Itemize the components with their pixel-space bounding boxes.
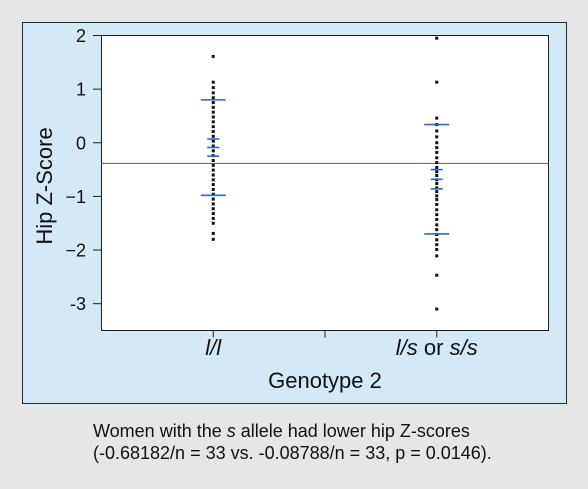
- y-tick-label: −2: [65, 241, 86, 261]
- data-point: [435, 150, 439, 154]
- x-axis: l/l l/s or s/s: [205, 330, 478, 360]
- data-point: [211, 105, 215, 109]
- data-point: [211, 139, 215, 143]
- data-point: [211, 212, 215, 216]
- y-tick-label: −1: [65, 187, 86, 207]
- data-point: [435, 248, 439, 252]
- y-axis-label: Hip Z-Score: [32, 127, 57, 244]
- data-point: [211, 130, 215, 134]
- data-point: [435, 243, 439, 247]
- data-point: [211, 54, 215, 58]
- data-point: [211, 231, 215, 235]
- data-point: [211, 178, 215, 182]
- plot-area: [101, 35, 549, 331]
- data-point: [211, 168, 215, 172]
- data-point: [435, 182, 439, 186]
- data-point: [211, 144, 215, 148]
- data-point: [211, 158, 215, 162]
- data-point: [211, 163, 215, 167]
- caption-line-2: (-0.68182/n = 33 vs. -0.08788/n = 33, p …: [93, 443, 492, 463]
- category-label-part: or: [424, 335, 444, 360]
- data-point: [435, 36, 439, 40]
- data-point: [435, 194, 439, 198]
- y-axis: 2 1 0 −1 −2 -3: [65, 26, 102, 314]
- category-label-part: l/l: [205, 335, 222, 360]
- data-point: [211, 110, 215, 114]
- data-point: [435, 238, 439, 242]
- data-point: [211, 134, 215, 138]
- data-point: [435, 273, 439, 277]
- data-point: [435, 135, 439, 139]
- data-point: [435, 186, 439, 190]
- category-label-part: l/s: [396, 335, 418, 360]
- data-point: [211, 149, 215, 153]
- category-label-part: s/s: [450, 335, 478, 360]
- data-point: [211, 237, 215, 241]
- caption-allele-italic: s: [226, 421, 236, 441]
- figure-caption: Women with the s allele had lower hip Z-…: [93, 420, 573, 464]
- data-point: [211, 115, 215, 119]
- y-tick-label: 0: [76, 133, 86, 153]
- data-point: [211, 207, 215, 211]
- caption-line-1: Women with the s allele had lower hip Z-…: [93, 420, 573, 442]
- data-point: [211, 183, 215, 187]
- data-point: [435, 141, 439, 145]
- x-category-label: l/l: [205, 335, 222, 360]
- data-point: [435, 254, 439, 258]
- summary-lines-layer: [200, 99, 450, 235]
- data-point: [435, 173, 439, 177]
- data-point: [211, 86, 215, 90]
- data-point: [211, 192, 215, 196]
- data-point: [211, 91, 215, 95]
- data-point: [435, 156, 439, 160]
- data-point: [435, 208, 439, 212]
- data-point: [435, 223, 439, 227]
- data-point: [211, 101, 215, 105]
- data-point: [435, 170, 439, 174]
- caption-text-start: Women with the: [93, 421, 227, 441]
- y-tick-label: 1: [76, 80, 86, 100]
- caption-text-end: allele had lower hip Z-scores: [235, 421, 470, 441]
- x-axis-label: Genotype 2: [268, 368, 382, 393]
- data-point: [435, 202, 439, 206]
- data-point: [211, 80, 215, 84]
- y-tick-label: -3: [70, 294, 86, 314]
- data-point: [435, 146, 439, 150]
- data-point: [435, 80, 439, 84]
- x-category-label: l/s or s/s: [396, 335, 478, 360]
- data-point: [211, 202, 215, 206]
- data-point: [435, 161, 439, 165]
- data-point: [435, 307, 439, 311]
- data-point: [211, 120, 215, 124]
- data-point: [211, 197, 215, 201]
- data-point: [435, 217, 439, 221]
- data-point: [211, 216, 215, 220]
- data-point: [211, 96, 215, 100]
- data-point: [435, 198, 439, 202]
- data-point: [435, 228, 439, 232]
- data-point: [435, 213, 439, 217]
- data-point: [435, 190, 439, 194]
- data-point: [435, 129, 439, 133]
- data-point: [211, 187, 215, 191]
- y-tick-label: 2: [76, 26, 86, 46]
- data-point: [435, 165, 439, 169]
- data-point: [211, 173, 215, 177]
- data-point: [211, 125, 215, 129]
- data-point: [211, 221, 215, 225]
- data-point: [435, 116, 439, 120]
